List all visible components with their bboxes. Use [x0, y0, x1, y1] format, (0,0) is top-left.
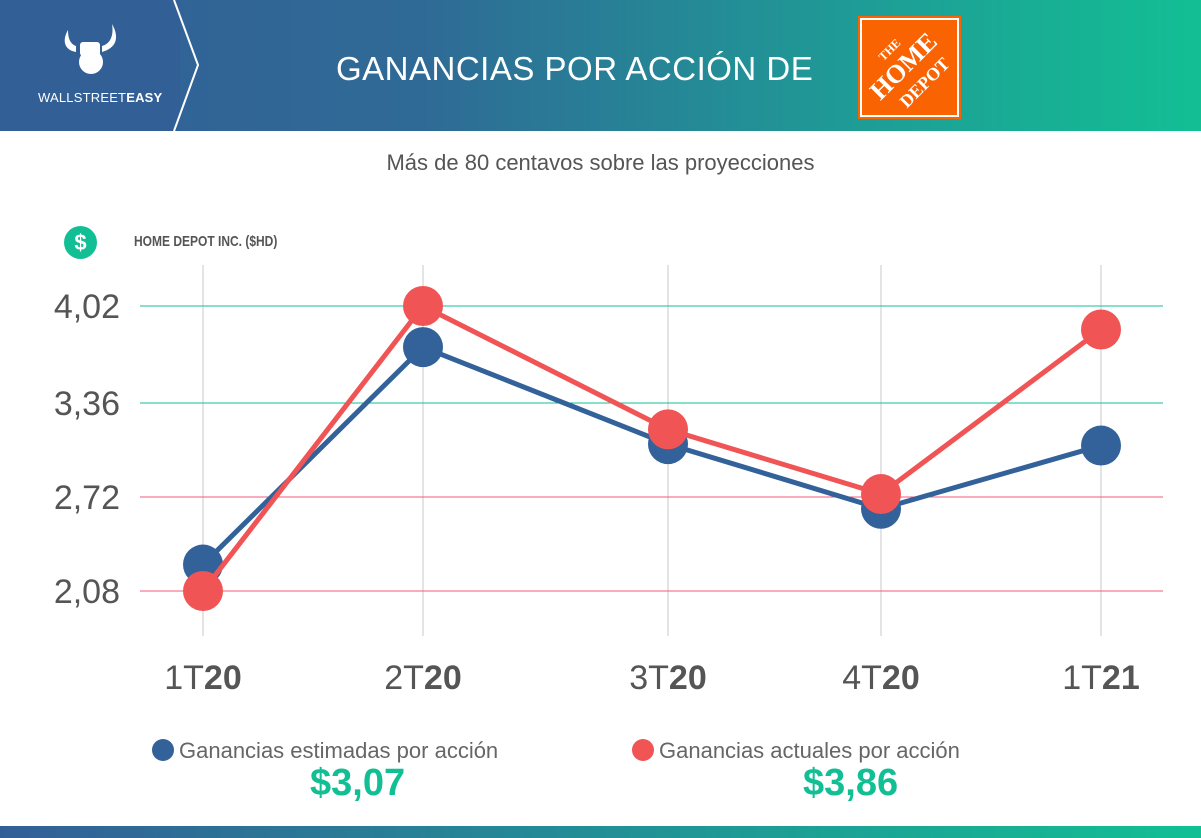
- x-tick-label: 1T20: [164, 659, 242, 697]
- legend-dot-red-icon: [632, 739, 654, 761]
- chart-subtitle: Más de 80 centavos sobre las proyeccione…: [386, 150, 815, 175]
- actual-eps-value: $3,86: [803, 762, 899, 804]
- legend-label: Ganancias actuales por acción: [659, 738, 960, 763]
- data-point-actual: [861, 474, 901, 515]
- x-tick-label: 1T21: [1062, 659, 1140, 697]
- legend-item-estimated: Ganancias estimadas por acción: [152, 738, 498, 764]
- data-point-estimated: [403, 327, 443, 368]
- data-point-actual: [648, 409, 688, 450]
- home-depot-logo: THE HOME DEPOT: [858, 16, 961, 119]
- x-tick-label: 3T20: [629, 659, 707, 697]
- dollar-icon: $: [64, 226, 97, 259]
- x-tick-label: 2T20: [384, 659, 462, 697]
- chevron-divider-icon: [173, 0, 200, 131]
- bull-fist-logo-icon: [64, 24, 117, 74]
- y-tick-label: 4,02: [54, 288, 120, 326]
- page-title: GANANCIAS POR ACCIÓN DE: [336, 50, 814, 87]
- brand-block: WALLSTREETEASY: [0, 0, 180, 131]
- y-tick-label: 2,08: [54, 573, 120, 611]
- estimated-eps-value: $3,07: [310, 762, 406, 804]
- x-tick-label: 4T20: [842, 659, 920, 697]
- legend-label: Ganancias estimadas por acción: [179, 738, 499, 763]
- eps-line-chart: 4,02 3,36 2,72 2,08 1T20 2T20 3T20 4T20 1T21: [54, 265, 1163, 697]
- data-point-actual: [183, 571, 223, 611]
- data-point-actual: [403, 286, 443, 326]
- company-label: HOME DEPOT INC. ($HD): [134, 233, 278, 250]
- footer-bar: [0, 826, 1201, 838]
- y-tick-label: 3,36: [54, 385, 120, 423]
- y-tick-label: 2,72: [54, 479, 120, 517]
- data-point-actual: [1081, 309, 1121, 350]
- legend-item-actual: Ganancias actuales por acción: [632, 738, 960, 764]
- header-banner: WALLSTREETEASY GANANCIAS POR ACCIÓN DE T…: [0, 0, 1201, 131]
- brand-name: WALLSTREETEASY: [38, 90, 163, 105]
- data-point-estimated: [1081, 425, 1121, 466]
- legend-dot-blue-icon: [152, 739, 174, 761]
